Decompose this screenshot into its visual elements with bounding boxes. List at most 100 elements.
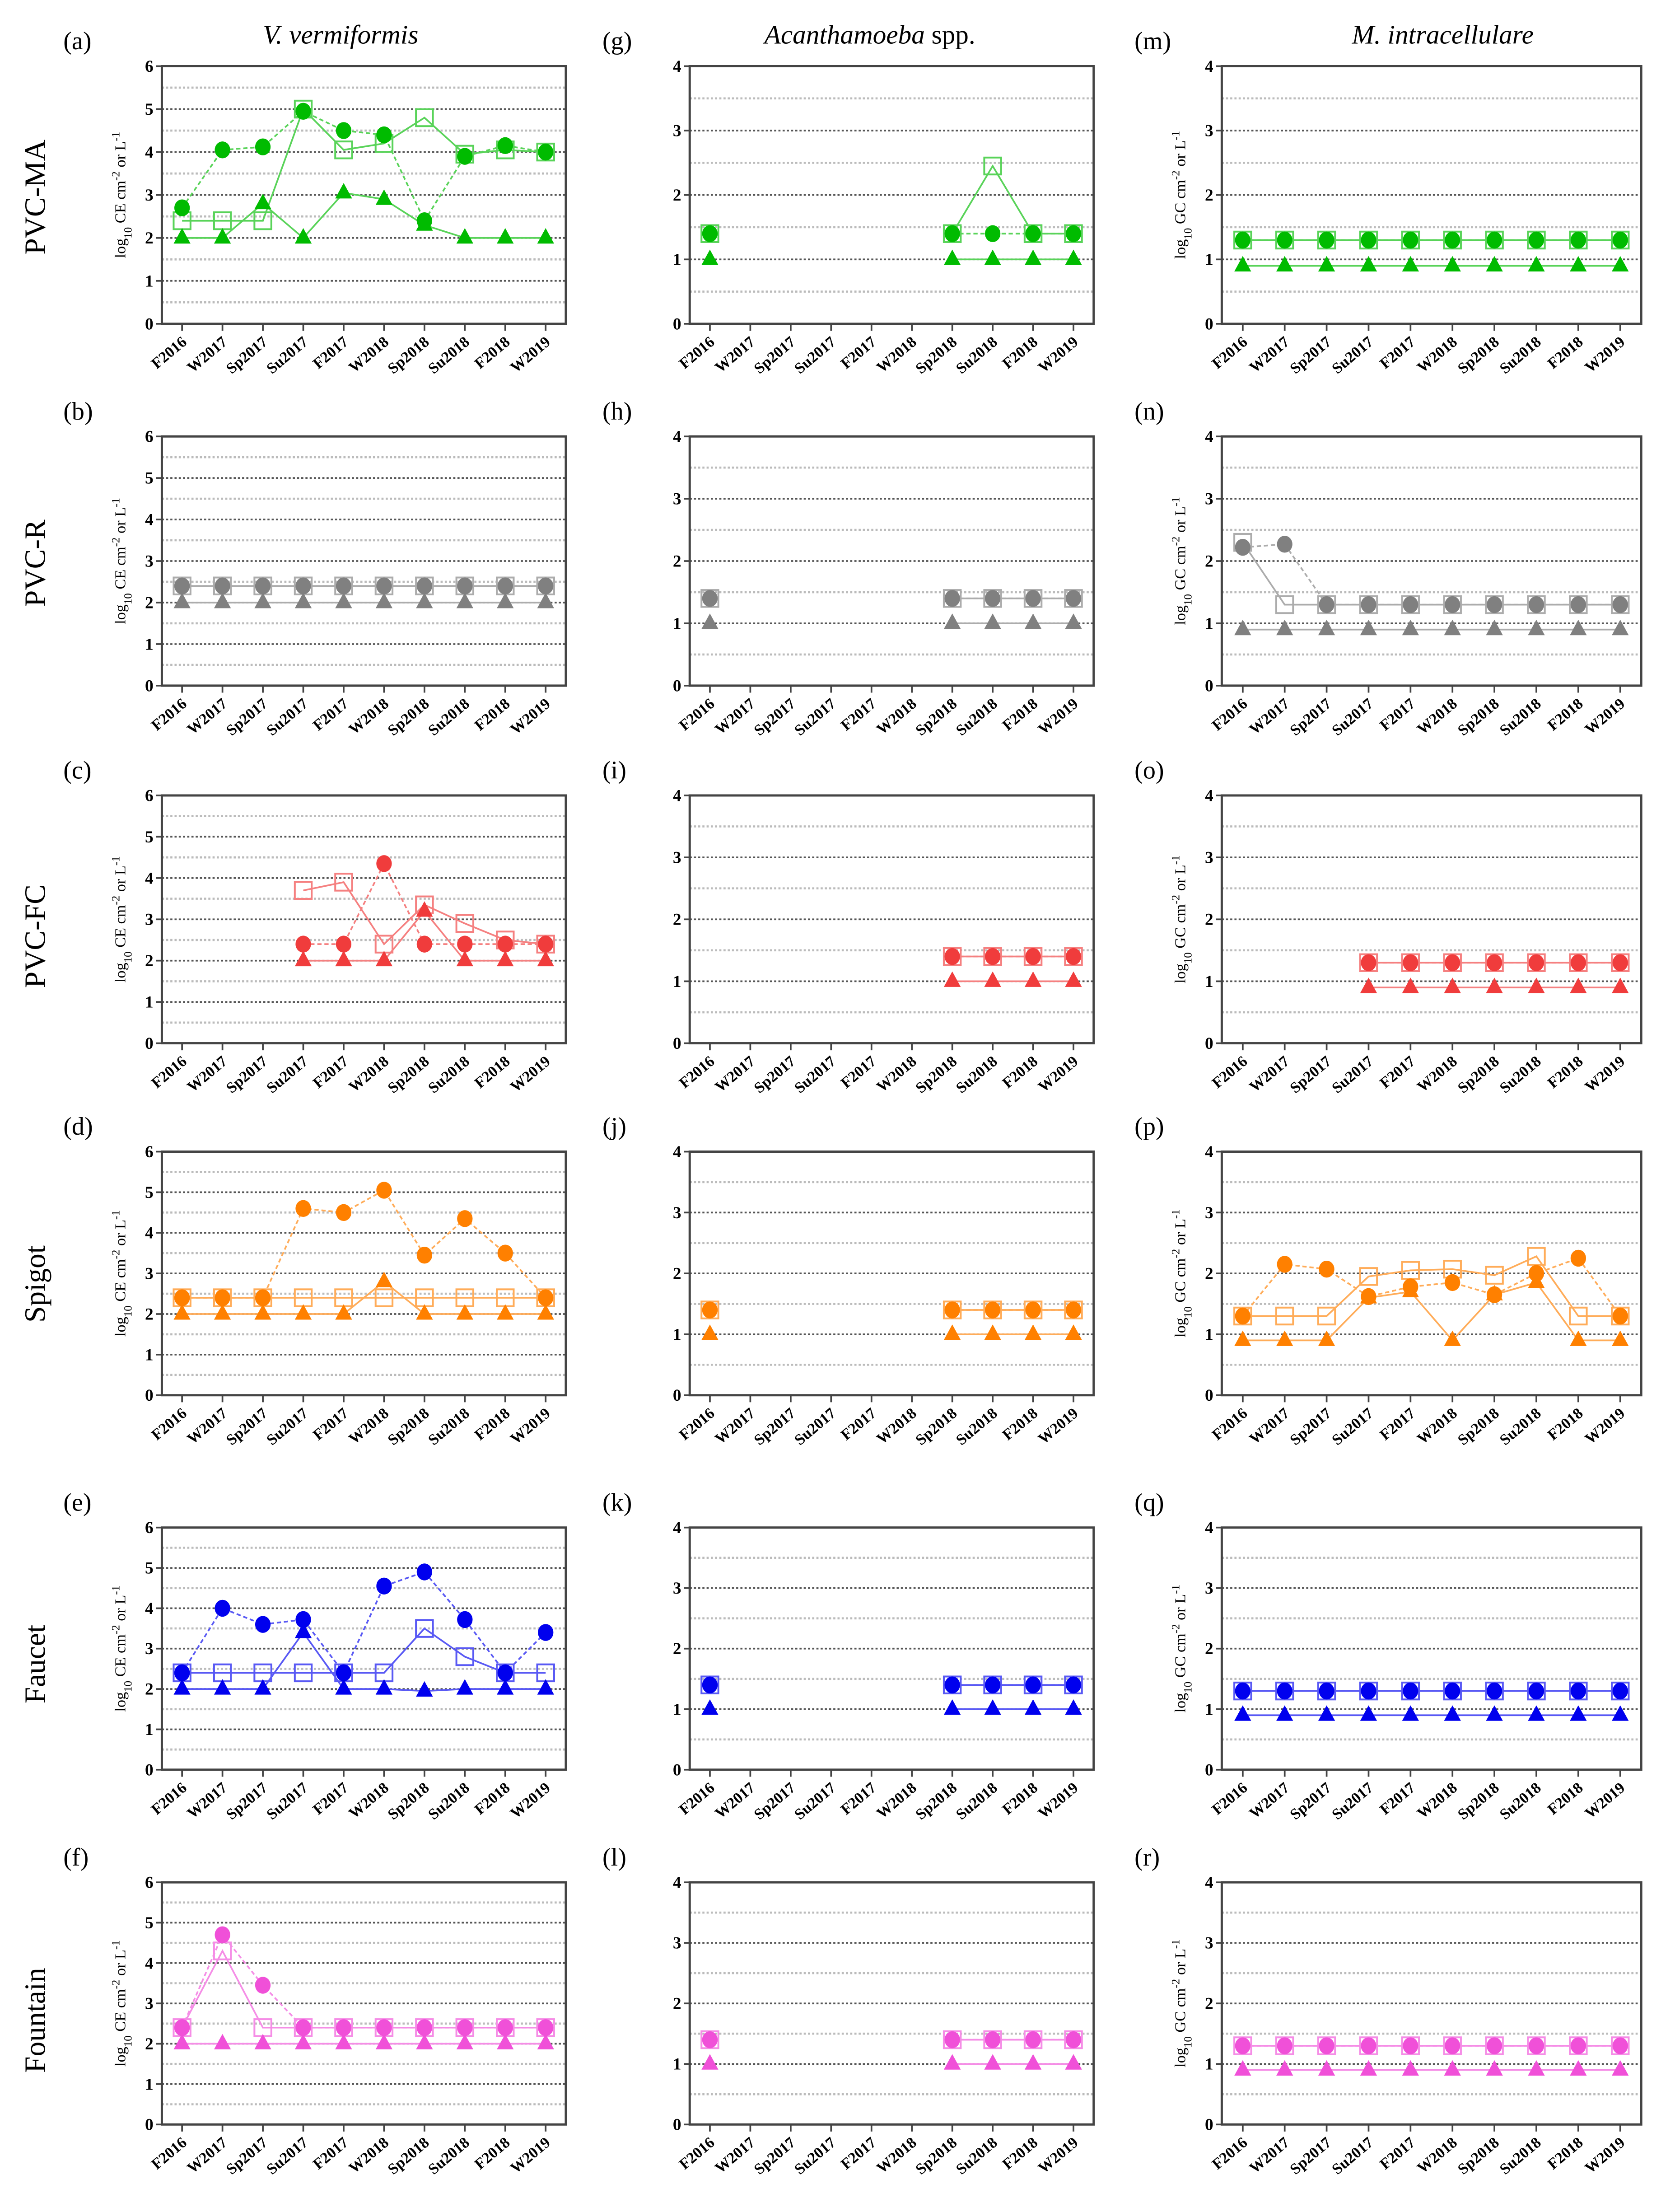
triangle-marker	[984, 249, 1001, 265]
x-tick-label: F2016	[148, 1779, 190, 1818]
y-tick-label: 1	[145, 272, 154, 290]
x-tick-label: F2016	[676, 1052, 718, 1092]
circle-marker	[538, 2019, 554, 2036]
circle-marker	[416, 935, 433, 953]
x-tick-label: Su2018	[425, 1779, 473, 1823]
x-tick-label: F2017	[310, 1779, 352, 1818]
triangle-marker	[1570, 619, 1587, 636]
y-axis-label: log10 CE cm-2 or L-1	[110, 1940, 134, 2067]
triangle-marker	[375, 1679, 393, 1695]
x-tick-label: Su2017	[791, 1404, 839, 1449]
x-tick-label: Sp2017	[223, 2134, 271, 2178]
panel-h: (h) 0 1 2 3 4 F2016W2017Sp2017Su2017F2017W2018…	[602, 398, 1095, 739]
triangle-marker	[1528, 256, 1545, 271]
circle-marker	[944, 2031, 960, 2048]
x-tick-label: Sp2018	[912, 1779, 960, 1823]
x-tick-label: W2018	[873, 2134, 920, 2177]
circle-marker	[1403, 954, 1418, 971]
triangle-marker	[1234, 619, 1251, 636]
triangle-marker	[1612, 1330, 1629, 1346]
y-tick-label: 3	[145, 1640, 154, 1658]
circle-marker	[255, 138, 271, 155]
triangle-marker	[1065, 1324, 1082, 1340]
circle-marker	[702, 590, 718, 607]
circle-marker	[336, 122, 352, 139]
triangle-marker	[1065, 971, 1082, 987]
x-tick-label: Sp2018	[912, 695, 960, 739]
y-axis-label: log10 CE cm-2 or L-1	[110, 132, 134, 258]
triangle-marker	[1612, 1705, 1629, 1721]
triangle-marker	[1360, 977, 1377, 993]
panel-e: (e)0123456F2016W2017Sp2017Su2017F2017W20…	[63, 1488, 567, 1823]
y-tick-label: 2	[145, 2035, 154, 2053]
x-tick-label: Su2018	[953, 695, 1001, 739]
circle-marker	[376, 126, 392, 144]
triangle-marker	[701, 613, 719, 629]
x-tick-label: Su2017	[1329, 695, 1376, 739]
y-tick-label: 3	[673, 490, 681, 509]
row-label-faucet: Faucet	[19, 1625, 52, 1703]
x-tick-label: W2017	[1246, 333, 1292, 376]
x-tick-label: F2017	[837, 333, 879, 373]
square-marker	[415, 1619, 434, 1638]
circle-marker	[1403, 1682, 1418, 1700]
y-tick-label: 0	[145, 1761, 154, 1779]
y-tick-label: 1	[1205, 1325, 1213, 1344]
y-tick-label: 2	[145, 1680, 154, 1699]
y-tick-label: 4	[673, 428, 681, 446]
triangle-marker	[497, 950, 514, 967]
square-marker	[1317, 1306, 1336, 1326]
triangle-marker	[1528, 2060, 1545, 2076]
square-marker	[1527, 1247, 1546, 1266]
triangle-marker	[1486, 977, 1503, 993]
triangle-marker	[701, 1699, 719, 1715]
x-tick-label: W2019	[1035, 1052, 1081, 1095]
x-tick-label: Su2017	[1329, 1052, 1376, 1097]
x-tick-label: Su2017	[791, 695, 839, 739]
y-tick-label: 5	[145, 1914, 154, 1932]
circle-marker	[497, 935, 513, 953]
x-tick-label: W2018	[1414, 333, 1460, 376]
circle-marker	[1570, 954, 1586, 971]
y-tick-label: 3	[145, 1995, 154, 2013]
square-marker	[415, 108, 434, 127]
x-tick-label: W2018	[345, 695, 392, 738]
series-line-square	[1242, 1255, 1620, 1317]
x-tick-label: W2019	[1582, 1779, 1628, 1822]
x-tick-label: W2019	[1035, 1404, 1081, 1447]
triangle-marker	[1318, 1705, 1335, 1721]
y-tick-label: 2	[1205, 911, 1213, 929]
x-tick-label: W2017	[184, 2134, 230, 2177]
circle-marker	[1277, 1682, 1292, 1700]
x-tick-label: Sp2018	[912, 1052, 960, 1097]
y-tick-label: 2	[673, 911, 681, 929]
x-tick-label: Sp2018	[1455, 1779, 1502, 1823]
y-tick-label: 3	[1205, 1934, 1213, 1953]
x-tick-label: Su2018	[953, 333, 1001, 378]
series-line-circle	[181, 1933, 546, 2029]
x-tick-label: F2017	[837, 1052, 879, 1092]
x-tick-label: W2019	[507, 333, 554, 376]
square-marker	[1275, 1306, 1294, 1326]
circle-marker	[1403, 1278, 1418, 1295]
circle-marker	[416, 577, 433, 594]
circle-marker	[255, 1289, 271, 1306]
triangle-marker	[1444, 1330, 1461, 1346]
series-line-circle	[181, 1571, 546, 1674]
circle-marker	[538, 1289, 554, 1306]
triangle-marker	[335, 950, 352, 967]
y-tick-label: 0	[1205, 1386, 1213, 1405]
triangle-marker	[375, 593, 393, 608]
circle-marker	[1361, 596, 1376, 613]
circle-marker	[1528, 596, 1544, 613]
circle-marker	[336, 1204, 352, 1221]
y-tick-label: 1	[145, 1346, 154, 1364]
x-tick-label: Sp2017	[1287, 1052, 1334, 1097]
triangle-marker	[456, 593, 474, 608]
triangle-marker	[1528, 977, 1545, 993]
y-tick-label: 2	[673, 1640, 681, 1658]
circle-marker	[295, 103, 311, 120]
series-line-triangle	[1242, 1281, 1620, 1342]
